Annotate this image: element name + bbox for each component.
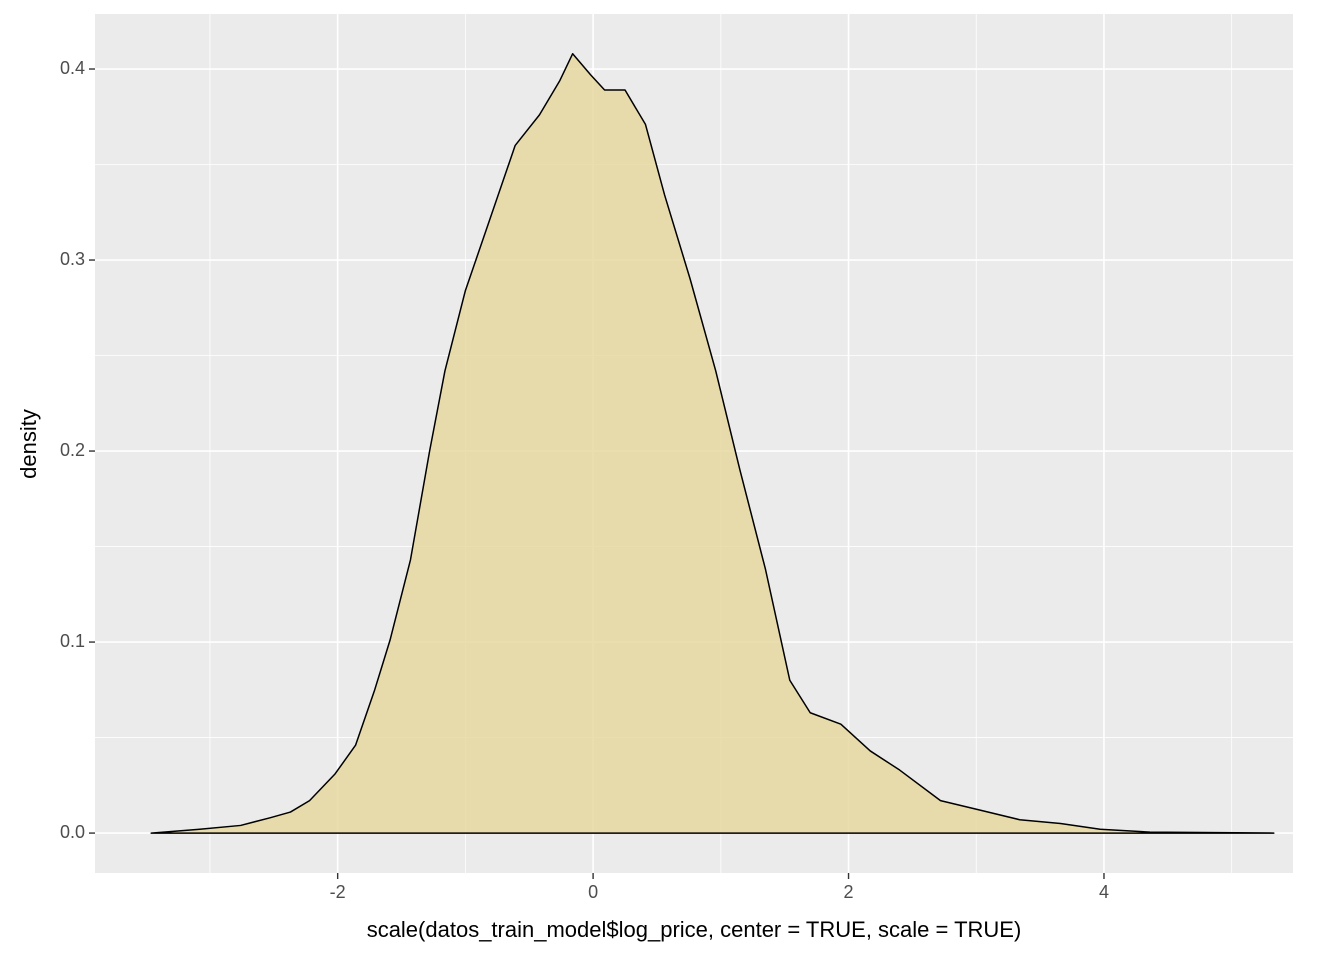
y-tick-label: 0.1 (60, 631, 85, 651)
y-tick-label: 0.0 (60, 822, 85, 842)
x-axis-title: scale(datos_train_model$log_price, cente… (367, 917, 1022, 942)
x-tick-label: 2 (844, 882, 854, 902)
density-area (150, 52, 1275, 834)
y-tick-label: 0.3 (60, 249, 85, 269)
x-tick-label: -2 (330, 882, 346, 902)
x-tick-label: 0 (588, 882, 598, 902)
y-axis-title: density (16, 409, 41, 479)
x-tick-label: 4 (1099, 882, 1109, 902)
y-tick-label: 0.2 (60, 440, 85, 460)
y-tick-label: 0.4 (60, 58, 85, 78)
